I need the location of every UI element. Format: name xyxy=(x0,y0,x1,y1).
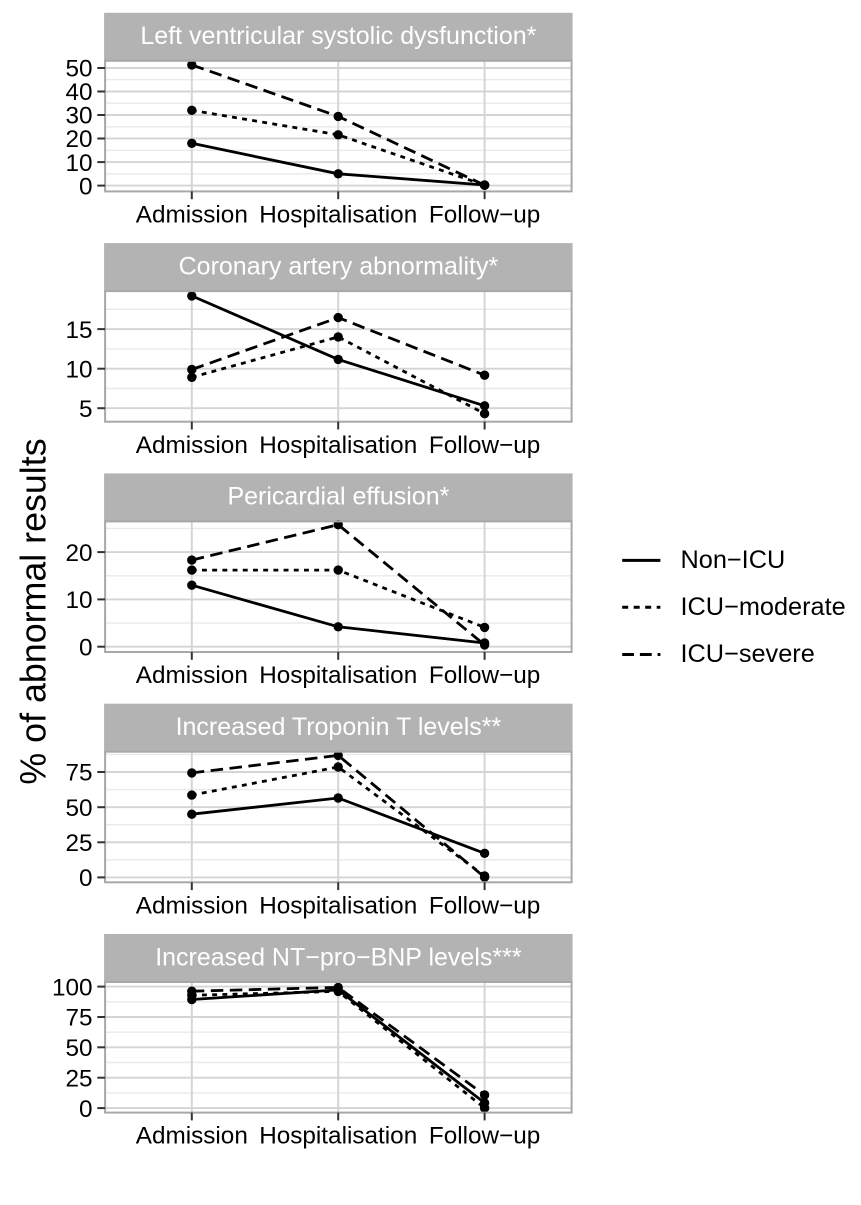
svg-text:50: 50 xyxy=(65,1035,92,1062)
svg-text:50: 50 xyxy=(65,56,92,83)
svg-text:Increased NT−pro−BNP levels***: Increased NT−pro−BNP levels*** xyxy=(155,943,522,971)
svg-text:20: 20 xyxy=(65,126,92,153)
svg-text:Admission: Admission xyxy=(136,432,248,459)
svg-text:Follow−up: Follow−up xyxy=(429,432,540,459)
svg-text:Left ventricular systolic dysf: Left ventricular systolic dysfunction* xyxy=(140,22,536,50)
svg-text:Hospitalisation: Hospitalisation xyxy=(259,892,417,919)
svg-text:Non−ICU: Non−ICU xyxy=(681,546,786,574)
svg-text:75: 75 xyxy=(65,1005,92,1032)
svg-text:Admission: Admission xyxy=(136,202,248,229)
svg-text:10: 10 xyxy=(65,150,92,177)
svg-text:30: 30 xyxy=(65,103,92,130)
svg-text:25: 25 xyxy=(65,830,92,857)
svg-text:Admission: Admission xyxy=(136,662,248,689)
svg-text:10: 10 xyxy=(65,587,92,614)
svg-text:Coronary artery abnormality*: Coronary artery abnormality* xyxy=(179,252,499,280)
svg-text:Hospitalisation: Hospitalisation xyxy=(259,432,417,459)
svg-text:Increased Troponin T levels**: Increased Troponin T levels** xyxy=(176,713,502,741)
svg-text:20: 20 xyxy=(65,540,92,567)
svg-text:25: 25 xyxy=(65,1065,92,1092)
svg-text:ICU−moderate: ICU−moderate xyxy=(681,593,846,621)
svg-text:Hospitalisation: Hospitalisation xyxy=(259,662,417,689)
svg-text:Pericardial effusion*: Pericardial effusion* xyxy=(227,483,449,511)
svg-text:Follow−up: Follow−up xyxy=(429,662,540,689)
svg-text:ICU−severe: ICU−severe xyxy=(681,640,815,668)
svg-text:50: 50 xyxy=(65,795,92,822)
svg-text:100: 100 xyxy=(52,974,93,1001)
svg-text:5: 5 xyxy=(79,396,93,423)
svg-text:75: 75 xyxy=(65,760,92,787)
svg-text:0: 0 xyxy=(79,634,93,661)
svg-text:Admission: Admission xyxy=(136,1123,248,1150)
svg-text:0: 0 xyxy=(79,1096,93,1123)
svg-text:Hospitalisation: Hospitalisation xyxy=(259,202,417,229)
svg-text:0: 0 xyxy=(79,173,93,200)
svg-text:10: 10 xyxy=(65,356,92,383)
svg-text:% of abnormal results: % of abnormal results xyxy=(13,438,53,784)
svg-text:40: 40 xyxy=(65,79,92,106)
svg-text:Follow−up: Follow−up xyxy=(429,1123,540,1150)
svg-text:Admission: Admission xyxy=(136,892,248,919)
svg-text:15: 15 xyxy=(65,317,92,344)
svg-text:Follow−up: Follow−up xyxy=(429,202,540,229)
svg-text:0: 0 xyxy=(79,865,93,892)
svg-text:Follow−up: Follow−up xyxy=(429,892,540,919)
svg-text:Hospitalisation: Hospitalisation xyxy=(259,1123,417,1150)
